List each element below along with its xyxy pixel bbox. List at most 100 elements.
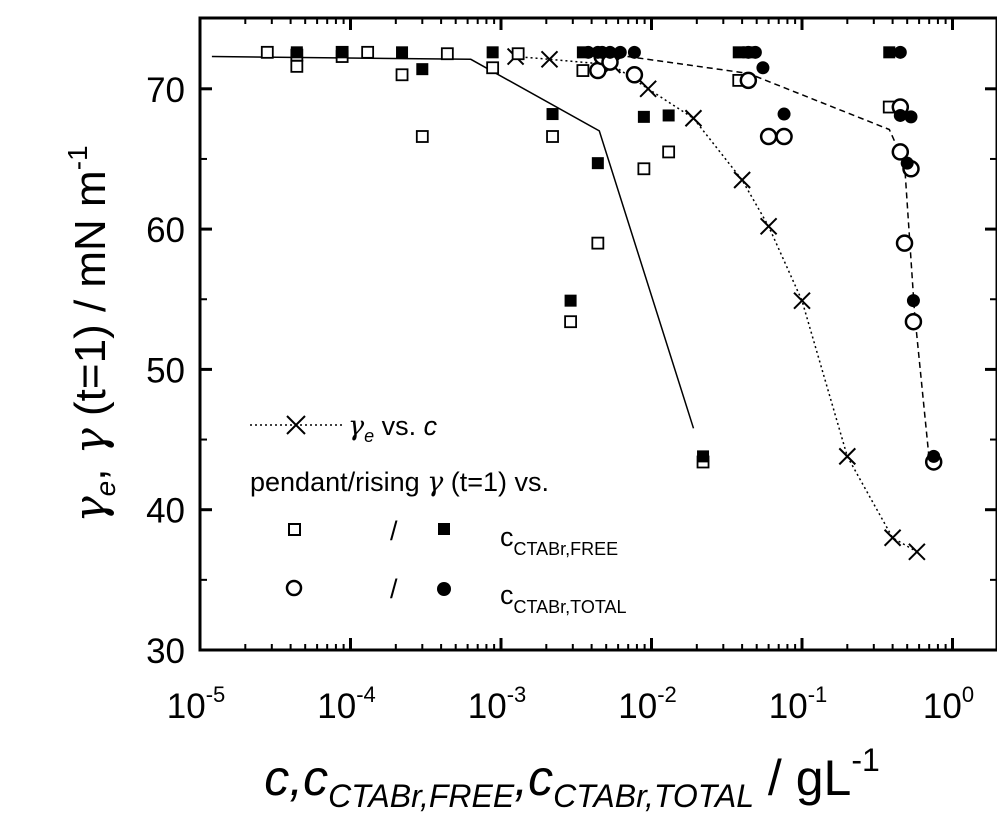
series-4-filled-circle [581,45,941,463]
data-point-x-marker [540,50,559,69]
legend-row2-gamma: γ [427,467,444,498]
legend-row4-c: c [500,580,514,610]
data-point-open-square [637,162,651,176]
data-point-open-circle [625,66,644,84]
data-point-filled-square [732,46,745,59]
data-point-x-marker [883,529,902,547]
legend-filled-square-icon [438,523,450,535]
data-point-open-square [395,68,409,82]
legend-row1-c: c [424,411,438,441]
axis-ticks: 10-5 10-4 10-3 10-2 10-1 100 30 40 50 60 70 [146,18,997,726]
data-point-x-marker [684,109,703,127]
x-axis-title-sep2: , [514,750,528,806]
data-point-filled-circle [893,108,907,122]
legend-x-marker-icon [286,415,306,435]
legend: γe vs. c pendant/rising γ (t=1) vs. / cC… [250,411,627,617]
data-point-open-circle [759,127,778,146]
data-point-open-square [576,64,590,77]
legend-row3-c: c [500,522,514,552]
y-tick-label: 30 [146,632,185,671]
series-2-filled-square [290,46,896,463]
legend-row1-text: vs. [374,411,424,441]
x-axis-title-c2: c [303,750,328,806]
plot-area-frame [198,16,997,652]
data-point-x-marker [793,291,811,310]
data-point-x-marker [639,80,657,98]
legend-open-square-icon [288,523,301,536]
legend-row2-tail: (t=1) vs. [443,467,549,497]
data-point-filled-square [336,46,349,59]
y-axis-title-gamma-e: γ [65,496,116,523]
data-point-open-square [662,145,676,159]
data-point-filled-square [637,110,650,123]
data-point-filled-square [564,294,577,307]
legend-filled-circle-icon [437,582,451,596]
legend-row-free: cCTABr,FREE [500,522,618,559]
y-axis-title-gamma-e-sub: e [90,481,121,497]
y-tick-label: 60 [146,211,185,250]
data-point-open-square [591,236,605,250]
data-point-open-square [415,130,429,143]
data-point-filled-square [662,109,675,122]
data-point-open-circle [895,234,914,252]
x-axis-title-c: c [264,750,289,806]
guide-line-solid [211,55,695,429]
x-tick-label: 10-3 [468,682,527,726]
legend-slash-1: / [390,516,398,546]
data-point-open-square [511,47,525,61]
x-axis-title: c,cCTABr,FREE,cCTABr,TOTAL / gL-1 [264,742,880,814]
x-axis-title-unit: / gL [754,750,851,806]
x-tick-label: 100 [923,682,974,726]
data-point-filled-square [546,108,559,121]
legend-row4-sub: CTABr,TOTAL [514,597,627,617]
data-point-filled-square [697,450,710,463]
y-axis-title-comma: , [66,469,115,481]
data-point-filled-circle [906,294,920,308]
legend-row1-gamma: γ [348,411,365,442]
data-point-filled-circle [904,110,918,124]
legend-row-gamma-e: γe vs. c [348,411,438,446]
data-point-open-square [290,59,304,73]
data-point-filled-circle [603,45,617,59]
data-point-open-circle [891,143,910,161]
x-axis-title-sub-total: CTABr,TOTAL [553,778,754,814]
legend-row-total: cCTABr,TOTAL [500,580,627,617]
data-point-x-marker [838,447,857,466]
data-point-filled-circle [627,45,641,59]
x-tick-label: 10-4 [317,682,376,726]
y-tick-label: 70 [146,71,185,110]
data-point-filled-circle [613,45,627,59]
guide-line-dotted [515,55,918,553]
y-axis-title-exp: -1 [62,145,93,170]
data-point-open-circle [775,127,793,146]
legend-row-pendant: pendant/rising γ (t=1) vs. [250,467,549,498]
data-point-filled-square [290,46,303,59]
data-point-filled-square [416,63,429,76]
data-points [260,45,943,561]
data-point-filled-circle [893,45,907,59]
y-axis-title-text: (t=1) / mN m [66,170,115,428]
data-point-filled-circle [748,45,762,59]
y-tick-label: 50 [146,351,185,390]
x-axis-title-c3: c [528,750,553,806]
data-point-x-marker [908,543,926,561]
x-tick-label: 10-1 [769,682,828,726]
data-point-filled-square [883,46,896,59]
data-point-open-square [486,61,500,75]
data-point-filled-circle [927,449,941,463]
data-point-open-circle [739,71,758,90]
data-point-filled-circle [581,45,595,59]
data-point-x-marker [759,217,778,236]
data-point-filled-square [486,46,499,59]
x-axis-title-sep1: , [289,750,303,806]
y-axis-title: γe, γ (t=1) / mN m-1 [62,145,121,522]
legend-open-circle-icon [285,579,303,597]
x-axis-title-unit-exp: -1 [851,742,879,778]
data-point-filled-circle [756,61,770,75]
x-tick-label: 10-2 [618,682,677,726]
legend-row3-sub: CTABr,FREE [514,539,619,559]
data-point-filled-circle [900,156,914,170]
data-point-open-circle [904,312,923,331]
data-point-filled-square [591,157,604,170]
